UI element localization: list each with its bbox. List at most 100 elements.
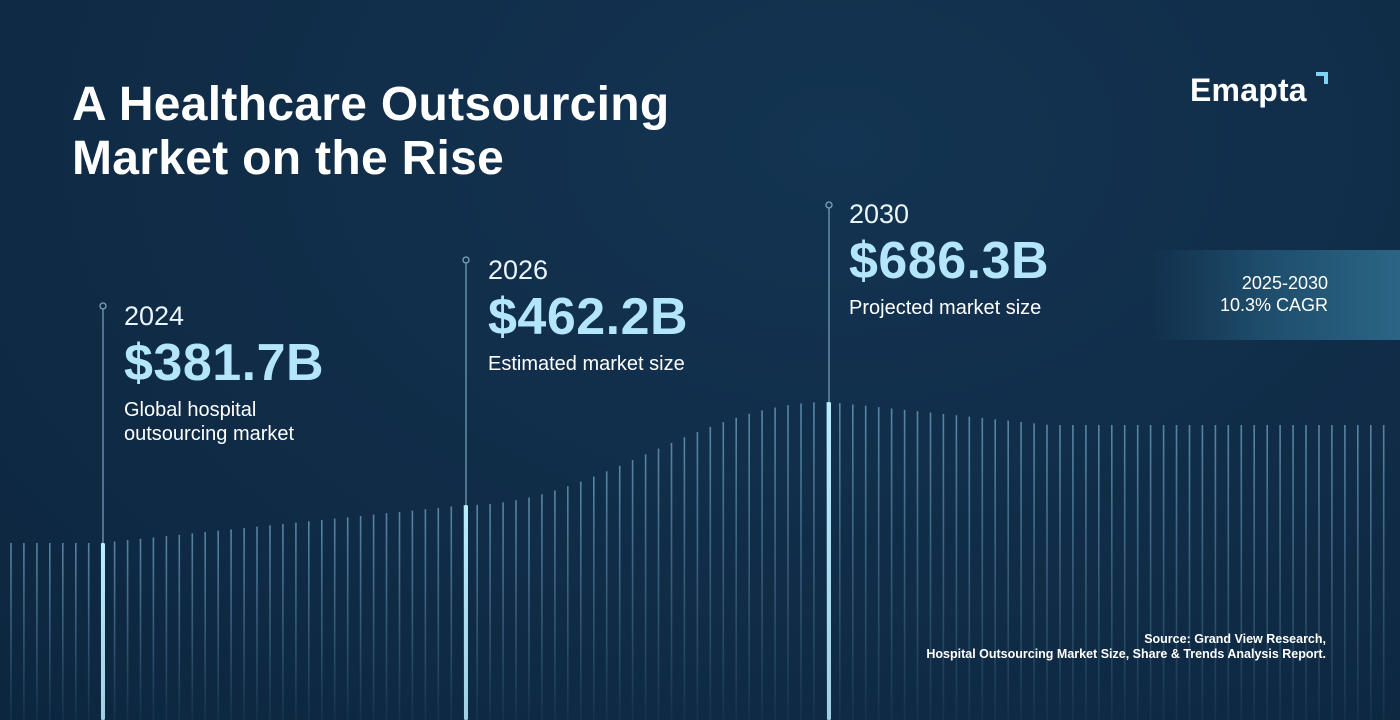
background-bar xyxy=(735,417,737,720)
background-bar xyxy=(256,526,258,720)
background-bar xyxy=(670,442,673,720)
background-bar xyxy=(230,529,232,720)
title-line-2: Market on the Rise xyxy=(72,132,505,185)
background-bar xyxy=(774,407,776,720)
background-bar xyxy=(644,454,647,720)
background-bar xyxy=(1318,425,1320,720)
background-bar xyxy=(813,402,815,720)
background-bar xyxy=(528,497,530,720)
bar-marker-2026 xyxy=(462,256,470,264)
background-bar xyxy=(800,403,802,720)
background-bar xyxy=(864,405,867,720)
data-bar-2026 xyxy=(464,505,468,720)
background-bar xyxy=(1046,424,1048,720)
background-bar xyxy=(1344,425,1346,720)
background-bar xyxy=(191,533,194,720)
background-bar xyxy=(62,543,64,720)
background-bar xyxy=(903,409,906,720)
background-bar xyxy=(126,540,129,720)
background-bar xyxy=(49,543,51,720)
stat-year: 2024 xyxy=(124,301,185,331)
logo-corner-icon xyxy=(1316,72,1328,84)
background-bar xyxy=(709,426,712,720)
source-note: Source: Grand View Research, Hospital Ou… xyxy=(926,632,1326,662)
cagr-badge xyxy=(1150,250,1400,340)
background-bar xyxy=(1188,425,1191,720)
stat-value: $462.2B xyxy=(488,288,689,346)
background-bar xyxy=(1214,425,1217,720)
background-bar xyxy=(1098,425,1100,720)
stat-desc-line-2: outsourcing market xyxy=(124,423,295,445)
background-bar xyxy=(1123,425,1126,720)
background-bar xyxy=(398,511,401,720)
cagr-period: 2025-2030 xyxy=(1241,273,1328,293)
background-bar xyxy=(1370,425,1372,720)
page-title: A Healthcare Outsourcing Market on the R… xyxy=(72,78,792,186)
background-bar xyxy=(1149,425,1152,720)
background-bar xyxy=(580,481,582,720)
cagr-text: 2025-2030 10.3% CAGR xyxy=(1220,272,1328,316)
title-line-1: A Healthcare Outsourcing xyxy=(72,78,670,131)
background-bar xyxy=(839,403,841,720)
background-bar xyxy=(1085,425,1087,720)
background-bar xyxy=(890,408,893,720)
background-bar xyxy=(321,520,323,720)
background-bar xyxy=(929,412,932,720)
background-bar xyxy=(787,405,789,720)
background-bar xyxy=(1240,425,1243,720)
background-bar xyxy=(75,543,77,720)
background-bar xyxy=(113,541,116,720)
background-bar xyxy=(411,510,414,720)
background-bar xyxy=(1253,425,1255,720)
background-bar xyxy=(605,471,608,720)
stat-description: Projected market size xyxy=(849,297,1042,319)
background-bar xyxy=(631,460,634,720)
background-bar xyxy=(942,413,945,720)
background-bar xyxy=(1020,422,1022,720)
data-bar-2024 xyxy=(101,543,105,720)
stat-description: Estimated market size xyxy=(488,353,685,375)
stat-2030: 2030 $686.3B Projected market size xyxy=(849,198,1049,320)
background-bar xyxy=(955,415,958,720)
background-bar xyxy=(295,522,297,720)
background-bar xyxy=(515,500,517,720)
background-bar xyxy=(1331,425,1333,720)
stat-2024: 2024 $381.7B Global hospital outsourcing… xyxy=(124,300,324,446)
background-bar xyxy=(502,502,504,720)
background-bar xyxy=(87,543,90,720)
background-bar xyxy=(333,518,336,720)
background-bar xyxy=(968,416,971,720)
background-bar xyxy=(424,509,427,720)
background-bar xyxy=(359,515,362,720)
background-bar xyxy=(139,538,142,720)
background-bar xyxy=(36,543,38,720)
source-line-2: Hospital Outsourcing Market Size, Share … xyxy=(926,647,1326,661)
background-bar xyxy=(1007,420,1009,720)
stat-year: 2026 xyxy=(488,255,549,285)
stat-value: $381.7B xyxy=(124,334,325,392)
background-bar xyxy=(450,506,453,720)
background-bar xyxy=(1382,425,1385,720)
background-bar xyxy=(994,419,996,720)
cagr-rate: 10.3% CAGR xyxy=(1219,295,1328,315)
background-bar xyxy=(489,503,491,720)
background-bar xyxy=(1266,425,1268,720)
background-bar xyxy=(852,404,854,720)
background-bar xyxy=(23,543,25,720)
background-bar xyxy=(657,448,660,720)
background-bar xyxy=(683,437,686,720)
logo-wordmark: Emapta xyxy=(1190,72,1307,108)
background-bar xyxy=(1136,425,1139,720)
data-bar-2030 xyxy=(827,402,831,720)
bar-marker-2024 xyxy=(99,302,107,310)
background-bar xyxy=(1175,425,1178,720)
background-bar xyxy=(204,532,206,720)
background-bar xyxy=(722,422,725,720)
background-bar xyxy=(916,411,919,720)
background-bar xyxy=(437,507,440,720)
stat-description: Global hospital outsourcing market xyxy=(124,398,324,446)
background-bar xyxy=(567,486,569,720)
background-bar xyxy=(385,513,388,720)
background-bar xyxy=(877,407,880,720)
